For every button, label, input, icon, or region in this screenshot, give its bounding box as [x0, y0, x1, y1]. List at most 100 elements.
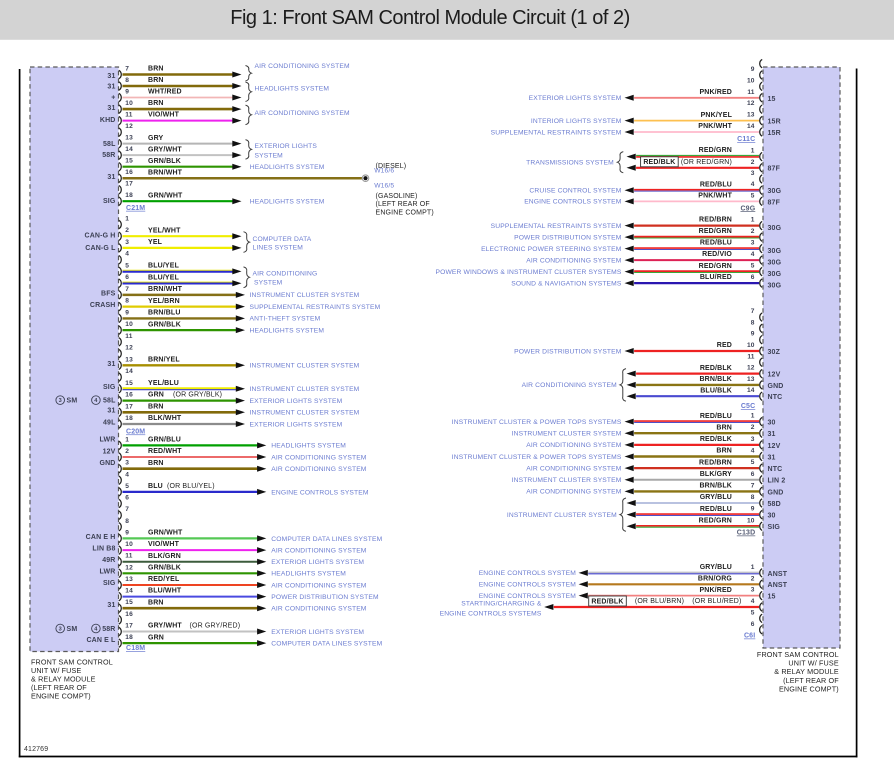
svg-text:CAN E H: CAN E H: [86, 534, 116, 541]
svg-text:C13D: C13D: [737, 530, 756, 537]
svg-text:ANTI-THEFT SYSTEM: ANTI-THEFT SYSTEM: [250, 316, 321, 323]
svg-text:ENGINE COMPT): ENGINE COMPT): [31, 692, 91, 701]
svg-text:INSTRUMENT CLUSTER SYSTEM: INSTRUMENT CLUSTER SYSTEM: [250, 363, 360, 370]
svg-text:14: 14: [125, 368, 133, 375]
svg-text:4: 4: [751, 251, 755, 258]
svg-text:15R: 15R: [768, 130, 781, 137]
svg-text:58D: 58D: [768, 501, 781, 508]
svg-text:2: 2: [125, 227, 129, 234]
svg-text:RED/BLU: RED/BLU: [700, 181, 732, 188]
svg-text:11: 11: [747, 353, 754, 360]
svg-text:LINES SYSTEM: LINES SYSTEM: [253, 245, 304, 252]
svg-text:POWER DISTRIBUTION SYSTEM: POWER DISTRIBUTION SYSTEM: [514, 348, 622, 355]
svg-text:BRN/BLK: BRN/BLK: [699, 483, 732, 490]
svg-text:4: 4: [94, 398, 98, 404]
svg-text:3: 3: [125, 239, 129, 246]
svg-text:AIR CONDITIONING SYSTEM: AIR CONDITIONING SYSTEM: [526, 442, 622, 449]
svg-text:(OR RED/GRN): (OR RED/GRN): [681, 159, 732, 166]
svg-text:4: 4: [751, 181, 755, 188]
svg-text:RED/GRN: RED/GRN: [699, 228, 732, 235]
svg-text:RED/BLU: RED/BLU: [700, 240, 732, 247]
svg-text:EXTERIOR LIGHTS SYSTEM: EXTERIOR LIGHTS SYSTEM: [250, 398, 343, 405]
svg-text:RED/VIO: RED/VIO: [702, 251, 732, 258]
svg-text:PNK/RED: PNK/RED: [699, 89, 732, 96]
svg-text:NTC: NTC: [768, 394, 783, 401]
svg-text:30G: 30G: [768, 248, 782, 255]
svg-text:C21M: C21M: [126, 205, 145, 212]
svg-text:INSTRUMENT CLUSTER SYSTEM: INSTRUMENT CLUSTER SYSTEM: [250, 292, 360, 299]
svg-text:4: 4: [751, 598, 755, 605]
svg-text:7: 7: [751, 308, 755, 315]
svg-text:BLU: BLU: [148, 483, 163, 490]
svg-text:HEADLIGHTS SYSTEM: HEADLIGHTS SYSTEM: [255, 85, 330, 92]
svg-text:10: 10: [125, 321, 133, 328]
svg-text:STARTING/CHARGING &: STARTING/CHARGING &: [461, 601, 542, 608]
svg-text:9: 9: [125, 309, 129, 316]
svg-text:(LEFT REAR OF: (LEFT REAR OF: [376, 201, 430, 208]
svg-text:BRN: BRN: [716, 424, 732, 431]
svg-text:49L: 49L: [103, 419, 116, 426]
svg-text:AIR CONDITIONING SYSTEM: AIR CONDITIONING SYSTEM: [271, 466, 367, 473]
svg-text:SIG: SIG: [103, 384, 116, 391]
svg-text:(LEFT REAR OF: (LEFT REAR OF: [783, 676, 839, 685]
svg-text:ENGINE CONTROLS SYSTEM: ENGINE CONTROLS SYSTEM: [479, 570, 577, 577]
svg-text:(OR GRY/BLK): (OR GRY/BLK): [173, 392, 222, 399]
svg-text:GRY/BLU: GRY/BLU: [700, 494, 732, 501]
svg-text:BRN/BLU: BRN/BLU: [148, 310, 181, 317]
svg-text:AIR CONDITIONING SYSTEM: AIR CONDITIONING SYSTEM: [271, 547, 367, 554]
svg-text:POWER DISTRIBUTION SYSTEM: POWER DISTRIBUTION SYSTEM: [514, 234, 622, 241]
svg-text:LIN B8: LIN B8: [92, 546, 115, 553]
svg-text:YEL/BRN: YEL/BRN: [148, 298, 180, 305]
svg-text:ANST: ANST: [768, 582, 788, 589]
svg-text:GRN: GRN: [148, 634, 164, 641]
svg-text:30: 30: [768, 420, 776, 427]
svg-text:C5C: C5C: [741, 403, 755, 410]
svg-text:10: 10: [747, 77, 755, 84]
svg-text:6: 6: [751, 621, 755, 628]
svg-text:BLU/YEL: BLU/YEL: [148, 274, 180, 281]
svg-text:1: 1: [751, 217, 755, 224]
svg-text:58L: 58L: [103, 398, 116, 405]
svg-text:14: 14: [125, 588, 133, 595]
svg-text:87F: 87F: [768, 199, 781, 206]
svg-text:LWR: LWR: [99, 436, 115, 443]
svg-text:BRN: BRN: [148, 460, 164, 467]
svg-text:INSTRUMENT CLUSTER & POWER TOP: INSTRUMENT CLUSTER & POWER TOPS SYSTEMS: [452, 419, 622, 426]
svg-text:PNK/WHT: PNK/WHT: [698, 193, 732, 200]
svg-text:FRONT SAM CONTROL: FRONT SAM CONTROL: [757, 650, 839, 659]
svg-text:31: 31: [107, 73, 115, 80]
svg-text:INSTRUMENT CLUSTER SYSTEM: INSTRUMENT CLUSTER SYSTEM: [507, 512, 617, 519]
svg-text:11: 11: [125, 333, 132, 340]
svg-text:(OR BLU/BRN): (OR BLU/BRN): [635, 598, 684, 605]
svg-text:FRONT SAM CONTROL: FRONT SAM CONTROL: [31, 657, 113, 666]
svg-text:ENGINE CONTROLS SYSTEM: ENGINE CONTROLS SYSTEM: [524, 199, 622, 206]
svg-text:W16/6: W16/6: [374, 167, 394, 174]
svg-text:BRN: BRN: [148, 403, 164, 410]
svg-text:9: 9: [751, 506, 755, 513]
svg-text:5: 5: [125, 483, 129, 490]
svg-text:(GASOLINE): (GASOLINE): [376, 193, 418, 200]
svg-text:CAN-G H: CAN-G H: [85, 232, 116, 239]
svg-text:3: 3: [59, 398, 62, 404]
svg-text:8: 8: [751, 494, 755, 501]
svg-text:AIR CONDITIONING SYSTEM: AIR CONDITIONING SYSTEM: [271, 582, 367, 589]
svg-text:12: 12: [125, 123, 133, 130]
svg-text:6: 6: [751, 274, 755, 281]
svg-text:8: 8: [751, 319, 755, 326]
svg-text:UNIT W/ FUSE: UNIT W/ FUSE: [31, 666, 81, 675]
svg-text:30G: 30G: [768, 225, 782, 232]
svg-text:14: 14: [747, 123, 755, 130]
svg-text:49R: 49R: [102, 557, 115, 564]
svg-text:87F: 87F: [768, 166, 781, 173]
svg-text:12V: 12V: [103, 449, 116, 456]
svg-text:EXTERIOR LIGHTS SYSTEM: EXTERIOR LIGHTS SYSTEM: [271, 559, 364, 566]
svg-text:2: 2: [125, 448, 129, 455]
svg-text:12: 12: [747, 365, 755, 372]
svg-text:C18M: C18M: [126, 645, 145, 652]
svg-text:15: 15: [125, 380, 133, 387]
svg-text:RED/BLK: RED/BLK: [643, 159, 675, 166]
svg-text:(OR BLU/RED): (OR BLU/RED): [692, 598, 741, 605]
svg-text:31: 31: [107, 174, 115, 181]
svg-text:BLU/BLK: BLU/BLK: [700, 387, 732, 394]
svg-text:HEADLIGHTS SYSTEM: HEADLIGHTS SYSTEM: [271, 571, 346, 578]
